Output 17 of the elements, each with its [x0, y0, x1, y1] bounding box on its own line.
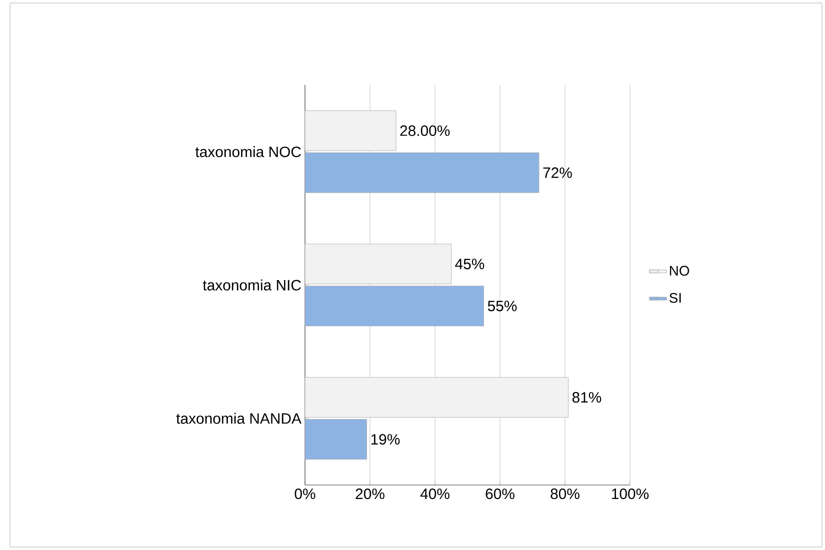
x-tick-label: 100%	[612, 488, 649, 500]
legend-label: SI	[669, 292, 681, 303]
data-label: 81%	[572, 392, 602, 403]
data-label: 19%	[371, 434, 400, 445]
data-label: 45%	[455, 258, 484, 270]
data-label: 72%	[543, 167, 572, 178]
y-tick-label: taxonomia NIC	[202, 280, 301, 290]
y-tick-label: taxonomia NOC	[195, 146, 301, 158]
x-tick-label: 20%	[356, 488, 384, 500]
y-tick-label: taxonomia NANDA	[176, 412, 302, 424]
data-label: 55%	[488, 300, 517, 312]
x-tick-label: 0%	[294, 488, 316, 500]
x-tick-label: 40%	[420, 488, 450, 500]
data-label: 28.00%	[400, 125, 450, 136]
legend-label: NO	[670, 266, 690, 276]
x-tick-label: 60%	[486, 488, 514, 500]
x-tick-label: 80%	[550, 488, 580, 500]
